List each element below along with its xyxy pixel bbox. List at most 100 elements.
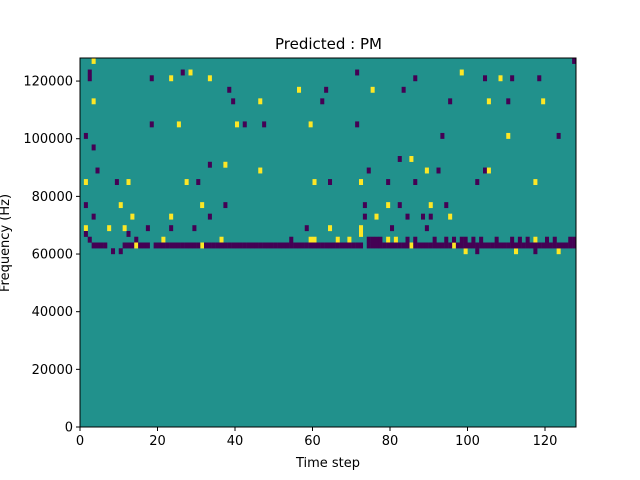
y-tick-label: 20000 (32, 363, 73, 378)
heatmap-cell (176, 121, 181, 128)
heatmap-cell (386, 202, 391, 209)
heatmap-cell (87, 75, 92, 82)
heatmap-cell (266, 242, 271, 249)
x-tick-label: 80 (382, 434, 399, 449)
heatmap-cell (219, 236, 224, 243)
heatmap-cell (118, 248, 123, 255)
heatmap-cell (362, 202, 367, 209)
heatmap-cell (207, 75, 212, 82)
heatmap-cell (161, 242, 166, 249)
heatmap-cell (444, 236, 449, 243)
y-tick-label: 100000 (23, 132, 73, 147)
heatmap-cell (192, 225, 197, 232)
heatmap-cell (397, 242, 402, 249)
heatmap-cell (370, 236, 375, 243)
heatmap-cell (362, 213, 367, 220)
heatmap-cell (552, 236, 557, 243)
heatmap-cell (502, 242, 507, 249)
heatmap-cell (331, 242, 336, 249)
heatmap-cell (463, 248, 468, 255)
heatmap-cell (126, 179, 131, 185)
heatmap-cell (386, 236, 391, 243)
heatmap-cell (145, 225, 150, 232)
heatmap-cell (463, 242, 468, 249)
heatmap-cell (196, 242, 201, 249)
y-tick-label: 120000 (23, 75, 73, 90)
heatmap-cell (235, 121, 240, 128)
heatmap-cell (273, 242, 278, 249)
heatmap-cell (180, 69, 185, 76)
heatmap-cell (134, 242, 139, 249)
heatmap-cell (541, 242, 546, 249)
heatmap-cell (328, 179, 333, 185)
heatmap-cell (405, 236, 410, 243)
heatmap-cell (393, 236, 398, 243)
heatmap-cell (91, 58, 96, 64)
heatmap-cell (211, 242, 216, 249)
heatmap-cell (87, 236, 92, 243)
heatmap-cell (428, 202, 433, 209)
heatmap-cell (83, 132, 88, 139)
heatmap-cell (401, 242, 406, 249)
heatmap-cell (521, 242, 526, 249)
heatmap-cell (134, 236, 139, 243)
heatmap-cell (227, 86, 232, 93)
heatmap-cell (432, 236, 437, 243)
heatmap-cell (312, 236, 317, 243)
heatmap-cell (498, 75, 503, 82)
heatmap-cell (328, 242, 333, 249)
heatmap-cell (452, 242, 457, 249)
heatmap-cell (494, 242, 499, 249)
heatmap-cell (242, 242, 247, 249)
heatmap-cell (308, 236, 313, 243)
heatmap-cell (328, 225, 333, 232)
y-tick-label: 0 (65, 421, 73, 436)
heatmap-cell (95, 167, 100, 174)
heatmap-cell (107, 225, 112, 232)
heatmap-cell (258, 167, 263, 174)
heatmap-cell (432, 242, 437, 249)
heatmap-cell (180, 242, 185, 249)
heatmap-cell (510, 75, 515, 82)
heatmap-cell (153, 242, 158, 249)
heatmap-cell (169, 75, 174, 82)
heatmap-cell (525, 242, 530, 249)
heatmap-cell (176, 242, 181, 249)
heatmap-cell (459, 69, 464, 76)
heatmap-cell (506, 132, 511, 139)
heatmap-cell (556, 132, 561, 139)
heatmap-cell (297, 86, 302, 93)
heatmap-cell (514, 248, 519, 255)
heatmap-cell (312, 179, 317, 185)
heatmap-cell (572, 242, 577, 249)
heatmap-cell (324, 86, 329, 93)
heatmap-cell (200, 242, 205, 249)
heatmap-cell (316, 242, 321, 249)
heatmap-cells (80, 58, 577, 427)
heatmap-cell (459, 236, 464, 243)
heatmap-cell (200, 202, 205, 209)
heatmap-cell (475, 242, 480, 249)
heatmap-cell (223, 202, 228, 209)
heatmap-cell (173, 242, 178, 249)
heatmap-cell (91, 213, 96, 220)
heatmap-cell (545, 236, 550, 243)
y-axis-label: Frequency (Hz) (0, 194, 13, 292)
heatmap-cell (320, 242, 325, 249)
heatmap-cell (475, 179, 480, 185)
heatmap-cell (483, 242, 488, 249)
heatmap-cell (370, 86, 375, 93)
y-tick-label: 60000 (32, 248, 73, 263)
heatmap-cell (564, 242, 569, 249)
heatmap-cell (529, 242, 534, 249)
heatmap-cell (444, 202, 449, 209)
heatmap-cell (424, 167, 429, 174)
heatmap-cell (204, 242, 209, 249)
heatmap-cell (525, 236, 530, 243)
heatmap-cell (359, 230, 364, 237)
heatmap-cell (390, 242, 395, 249)
plot-frame (79, 57, 577, 428)
heatmap-cell (359, 179, 364, 185)
heatmap-cell (533, 179, 538, 185)
heatmap-cell (413, 242, 418, 249)
